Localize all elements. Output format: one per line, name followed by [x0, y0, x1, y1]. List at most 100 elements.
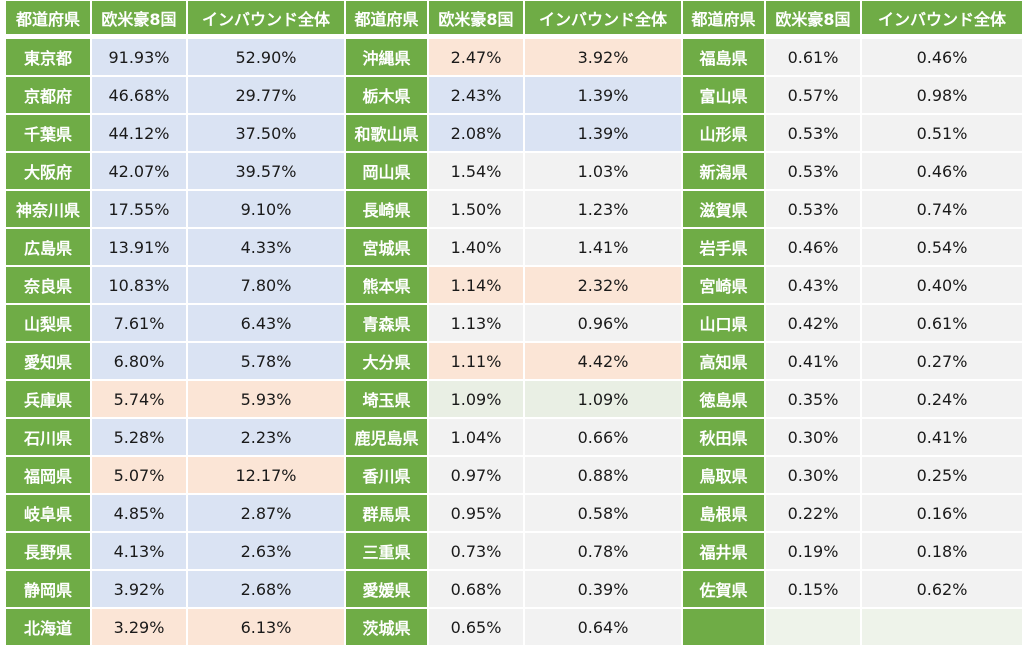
westerners-share-value: 7.61%: [91, 304, 187, 342]
westerners-share-value: 0.53%: [765, 190, 861, 228]
prefecture-name: 長崎県: [345, 190, 428, 228]
inbound-share-value: 0.58%: [524, 494, 682, 532]
westerners-share-value: 6.80%: [91, 342, 187, 380]
westerners-share-value: 0.15%: [765, 570, 861, 608]
westerners-share-value: 0.97%: [428, 456, 524, 494]
header-inbound-share: インバウンド全体: [524, 0, 682, 38]
prefecture-name: 兵庫県: [5, 380, 91, 418]
prefecture-name: 静岡県: [5, 570, 91, 608]
prefecture-name: 京都府: [5, 76, 91, 114]
inbound-share-value: 5.93%: [187, 380, 345, 418]
inbound-share-value: 0.88%: [524, 456, 682, 494]
westerners-share-value: 91.93%: [91, 38, 187, 76]
westerners-share-value: 0.43%: [765, 266, 861, 304]
westerners-share-value: 0.19%: [765, 532, 861, 570]
westerners-share-value: 0.68%: [428, 570, 524, 608]
prefecture-name: 大分県: [345, 342, 428, 380]
westerners-share-value: 1.11%: [428, 342, 524, 380]
inbound-share-value: 2.87%: [187, 494, 345, 532]
westerners-share-value: 42.07%: [91, 152, 187, 190]
inbound-share-value: 1.03%: [524, 152, 682, 190]
westerners-share-value: 4.85%: [91, 494, 187, 532]
westerners-share-value: 0.46%: [765, 228, 861, 266]
prefecture-name: 福島県: [682, 38, 765, 76]
inbound-share-value: 0.78%: [524, 532, 682, 570]
westerners-share-value: 2.08%: [428, 114, 524, 152]
inbound-share-value: 5.78%: [187, 342, 345, 380]
inbound-share-value: 3.92%: [524, 38, 682, 76]
prefecture-name: 青森県: [345, 304, 428, 342]
inbound-share-value: 0.96%: [524, 304, 682, 342]
westerners-share-value: 2.47%: [428, 38, 524, 76]
prefecture-name: 宮崎県: [682, 266, 765, 304]
westerners-share-value: 5.28%: [91, 418, 187, 456]
header-inbound-share: インバウンド全体: [187, 0, 345, 38]
inbound-share-value: 37.50%: [187, 114, 345, 152]
prefecture-name: 福井県: [682, 532, 765, 570]
prefecture-name: 鹿児島県: [345, 418, 428, 456]
prefecture-name: 福岡県: [5, 456, 91, 494]
prefecture-name: 山梨県: [5, 304, 91, 342]
prefecture-name: 東京都: [5, 38, 91, 76]
westerners-share-value: 4.13%: [91, 532, 187, 570]
prefecture-name: 徳島県: [682, 380, 765, 418]
westerners-share-value: 3.29%: [91, 608, 187, 646]
inbound-share-value: 0.51%: [861, 114, 1023, 152]
westerners-share-value: 0.30%: [765, 418, 861, 456]
inbound-share-value: 2.63%: [187, 532, 345, 570]
prefecture-name: 岡山県: [345, 152, 428, 190]
inbound-share-value: 4.42%: [524, 342, 682, 380]
inbound-share-value: 52.90%: [187, 38, 345, 76]
inbound-share-value: 0.25%: [861, 456, 1023, 494]
westerners-share-value: 46.68%: [91, 76, 187, 114]
inbound-share-value: 4.33%: [187, 228, 345, 266]
inbound-share-value: 9.10%: [187, 190, 345, 228]
inbound-share-value: 0.18%: [861, 532, 1023, 570]
prefecture-name: 佐賀県: [682, 570, 765, 608]
inbound-share-value: 39.57%: [187, 152, 345, 190]
westerners-share-value: 1.50%: [428, 190, 524, 228]
westerners-share-value: 0.30%: [765, 456, 861, 494]
prefecture-name: 長野県: [5, 532, 91, 570]
prefecture-name: [682, 608, 765, 646]
prefecture-name: 大阪府: [5, 152, 91, 190]
westerners-share-value: 0.57%: [765, 76, 861, 114]
westerners-share-value: 0.53%: [765, 114, 861, 152]
prefecture-name: 愛知県: [5, 342, 91, 380]
inbound-share-value: 0.64%: [524, 608, 682, 646]
inbound-share-value: 0.74%: [861, 190, 1023, 228]
header-prefecture: 都道府県: [5, 0, 91, 38]
inbound-share-value: 0.46%: [861, 152, 1023, 190]
inbound-share-value: 0.40%: [861, 266, 1023, 304]
header-prefecture: 都道府県: [345, 0, 428, 38]
westerners-share-value: 2.43%: [428, 76, 524, 114]
westerners-share-value: 13.91%: [91, 228, 187, 266]
prefecture-name: 北海道: [5, 608, 91, 646]
inbound-share-value: [861, 608, 1023, 646]
westerners-share-value: 0.73%: [428, 532, 524, 570]
westerners-share-value: 0.65%: [428, 608, 524, 646]
westerners-share-value: 1.13%: [428, 304, 524, 342]
prefecture-name: 滋賀県: [682, 190, 765, 228]
westerners-share-value: 10.83%: [91, 266, 187, 304]
inbound-share-value: 0.16%: [861, 494, 1023, 532]
inbound-share-value: 0.61%: [861, 304, 1023, 342]
westerners-share-value: 0.42%: [765, 304, 861, 342]
inbound-share-value: 0.66%: [524, 418, 682, 456]
inbound-share-value: 0.62%: [861, 570, 1023, 608]
westerners-share-value: 0.41%: [765, 342, 861, 380]
prefecture-name: 茨城県: [345, 608, 428, 646]
header-westerners-share: 欧米豪8国: [428, 0, 524, 38]
header-westerners-share: 欧米豪8国: [91, 0, 187, 38]
prefecture-name: 秋田県: [682, 418, 765, 456]
inbound-share-value: 6.43%: [187, 304, 345, 342]
prefecture-name: 奈良県: [5, 266, 91, 304]
prefecture-name: 神奈川県: [5, 190, 91, 228]
inbound-share-value: 0.41%: [861, 418, 1023, 456]
inbound-share-value: 1.39%: [524, 76, 682, 114]
prefecture-name: 埼玉県: [345, 380, 428, 418]
prefecture-name: 栃木県: [345, 76, 428, 114]
prefecture-name: 広島県: [5, 228, 91, 266]
inbound-share-value: 0.98%: [861, 76, 1023, 114]
inbound-share-value: 2.68%: [187, 570, 345, 608]
